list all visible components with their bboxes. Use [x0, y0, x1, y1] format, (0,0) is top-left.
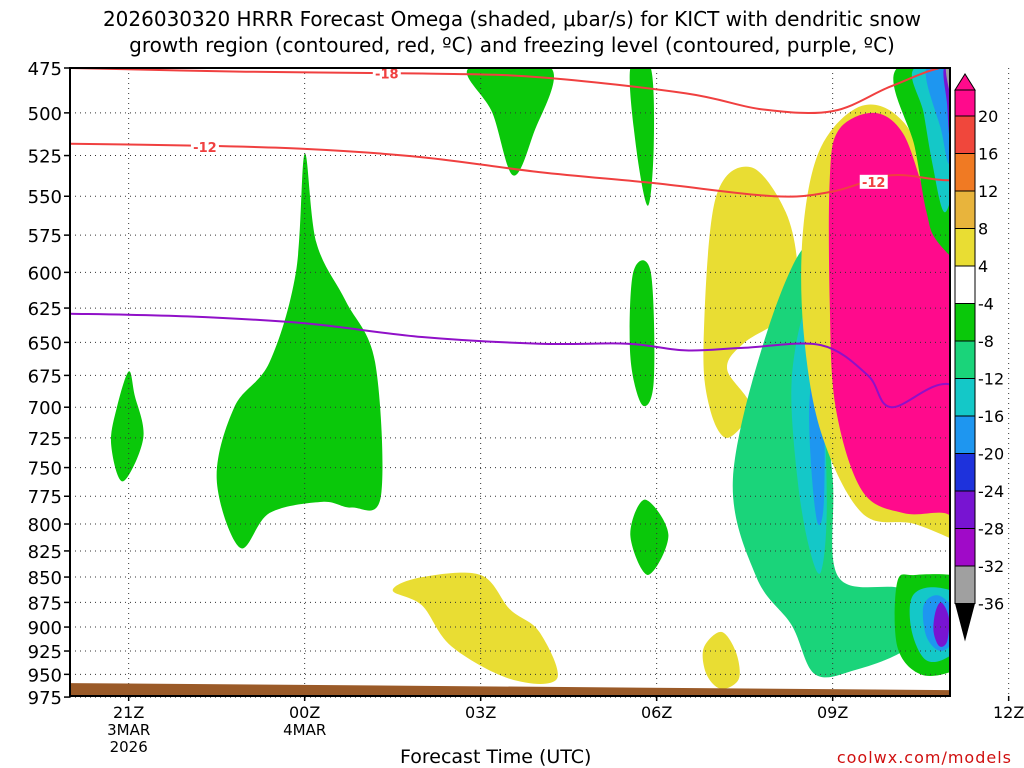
colorbar-swatch-11 [954, 453, 976, 492]
colorbar-swatch-2 [954, 115, 976, 154]
y-tick-label-975: 975 [28, 688, 62, 709]
colorbar-swatch-8 [954, 340, 976, 379]
y-tick-label-700: 700 [28, 398, 62, 419]
y-tick-label-875: 875 [28, 593, 62, 614]
colorbar-label-4: 8 [978, 220, 988, 239]
colorbar-swatch-13 [954, 528, 976, 567]
omega-region-19 [945, 68, 950, 93]
colorbar-label-9: -16 [978, 407, 1004, 426]
y-tick-label-500: 500 [28, 104, 62, 125]
omega-region-8 [702, 631, 740, 690]
omega-region-5 [629, 260, 655, 407]
x-tick-label-00Z: 00Z [289, 703, 320, 722]
colorbar: 20 16 12 8 4 -4 -8 -12 -16 -20 -24 -28 -32 -36 [954, 73, 1004, 642]
y-tick-label-625: 625 [28, 299, 62, 320]
colorbar-swatch-7 [954, 303, 976, 342]
omega-region-9 [703, 166, 798, 438]
contour-label-bg-3 [859, 174, 888, 189]
x-axis-title: Forecast Time (UTC) [400, 746, 592, 768]
omega-region-10 [732, 245, 927, 678]
x-tick-year-21Z: 2026 [110, 738, 148, 756]
x-tick-label-21Z: 21Z [113, 703, 144, 722]
omega-region-3 [466, 68, 554, 176]
colorbar-label-8: -12 [978, 370, 1004, 389]
colorbar-label-10: -20 [978, 445, 1004, 464]
contour-label-2: -12 [193, 141, 217, 156]
y-tick-label-725: 725 [28, 429, 62, 450]
omega-region-24 [985, 139, 1024, 718]
colorbar-swatch-3 [954, 153, 976, 192]
omega-region-1 [110, 371, 144, 482]
colorbar-bottom-arrow [955, 603, 975, 642]
x-tick-date-21Z: 3MAR [107, 721, 150, 739]
colorbar-label-7: -8 [978, 332, 994, 351]
colorbar-swatch-9 [954, 378, 976, 417]
contour-label-bg-2 [190, 140, 219, 155]
y-tick-label-800: 800 [28, 515, 62, 536]
colorbar-swatch-4 [954, 190, 976, 229]
omega-region-2 [216, 153, 383, 549]
y-tick-label-525: 525 [28, 147, 62, 168]
y-tick-label-750: 750 [28, 459, 62, 480]
y-tick-label-950: 950 [28, 665, 62, 686]
contour-layer: -18 -12 -12 [70, 68, 950, 409]
colorbar-swatch-12 [954, 490, 976, 529]
colorbar-label-5: 4 [978, 257, 988, 276]
plot-frame [69, 67, 951, 697]
y-tick-label-775: 775 [28, 487, 62, 508]
colorbar-label-11: -24 [978, 482, 1004, 501]
y-tick-label-825: 825 [28, 542, 62, 563]
x-tick-label-03Z: 03Z [465, 703, 496, 722]
colorbar-top-arrow [954, 73, 976, 91]
axes-layer: 475 500 525 550 575 600 625 650 675 700 725 750 775 8… [28, 59, 1024, 756]
ground-strip [70, 683, 950, 696]
omega-shading-layer [110, 68, 1024, 718]
credit-text: coolwx.com/models [836, 748, 1012, 767]
contour-label-bg-1 [372, 68, 401, 81]
chart-title-line-1: 2026030320 HRRR Forecast Omega (shaded, … [102, 7, 922, 31]
y-tick-label-850: 850 [28, 568, 62, 589]
omega-region-7 [392, 572, 558, 684]
contour-label-3: -12 [862, 176, 886, 191]
y-tick-label-600: 600 [28, 263, 62, 284]
colorbar-swatch-10 [954, 415, 976, 454]
grid-layer [70, 67, 1010, 698]
colorbar-label-2: 16 [978, 145, 998, 164]
contour-2 [70, 142, 950, 198]
contour-1 [70, 68, 945, 115]
y-tick-label-475: 475 [28, 59, 62, 80]
y-tick-label-550: 550 [28, 187, 62, 208]
colorbar-label-6: -4 [978, 295, 994, 314]
y-tick-label-575: 575 [28, 226, 62, 247]
omega-region-23 [933, 602, 950, 647]
omega-region-4 [629, 68, 655, 206]
x-tick-label-09Z: 09Z [817, 703, 848, 722]
contour-label-1: -18 [375, 68, 399, 83]
colorbar-swatch-14 [954, 565, 976, 604]
colorbar-label-14: -36 [978, 595, 1004, 614]
omega-region-14 [828, 112, 950, 516]
colorbar-swatch-1 [954, 89, 976, 117]
colorbar-swatch-5 [954, 228, 976, 267]
y-tick-label-675: 675 [28, 366, 62, 387]
x-tick-date-00Z: 4MAR [283, 721, 326, 739]
colorbar-label-13: -32 [978, 557, 1004, 576]
colorbar-label-12: -28 [978, 520, 1004, 539]
contour-3 [70, 312, 950, 409]
y-tick-label-925: 925 [28, 642, 62, 663]
chart-title-line-2: growth region (contoured, red, ºC) and f… [129, 33, 895, 57]
y-tick-label-900: 900 [28, 618, 62, 639]
chart-title: 2026030320 HRRR Forecast Omega (shaded, … [0, 6, 1024, 58]
colorbar-swatch-6 [954, 265, 976, 304]
omega-region-6 [630, 499, 669, 575]
x-tick-label-12Z: 12Z [993, 703, 1024, 722]
colorbar-label-1: 20 [978, 107, 998, 126]
colorbar-label-3: 12 [978, 182, 998, 201]
omega-region-17 [925, 68, 950, 164]
x-tick-label-06Z: 06Z [641, 703, 672, 722]
y-tick-label-650: 650 [28, 333, 62, 354]
